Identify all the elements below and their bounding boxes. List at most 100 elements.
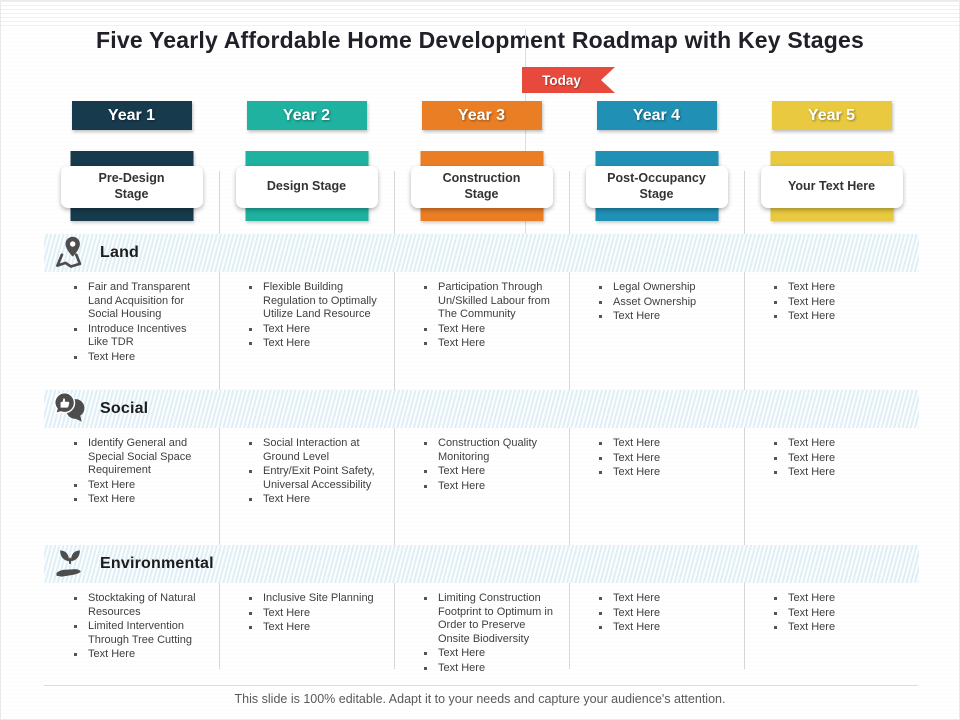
stage-card-4: Post-Occupancy Stage [585,166,728,208]
bullet-list: Fair and Transparent Land Acquisition fo… [72,281,205,364]
year-header-5: Year 5 [771,101,892,130]
bullet-item: Text Here [597,621,730,635]
stage-label-5: Your Text Here [787,179,876,194]
bullet-item: Text Here [597,310,730,324]
bullet-list: Inclusive Site Planning Text Here Text Her… [247,592,380,635]
stage-card-2: Design Stage [235,166,378,208]
bullet-item: Text Here [772,466,905,480]
year-column-1: Year 1 [44,101,219,130]
stage-unit-5: Your Text Here [744,151,919,221]
year-column-3: Year 3 [394,101,569,130]
today-marker-line [525,29,526,235]
map-pin-icon [52,235,92,271]
today-badge: Today [522,67,615,93]
stage-label-1: Pre-Design Stage [98,171,165,201]
row-content-social: Identify General and Special Social Spac… [44,437,919,508]
social-year3-bullets: Construction Quality Monitoring Text Here… [394,437,569,508]
bullet-item: Flexible Building Regulation to Optimall… [247,281,380,322]
years-row: Year 1 Year 2 Year 3 Year 4 Year 5 [44,101,919,130]
bullet-item: Text Here [72,479,205,493]
social-year2-bullets: Social Interaction at Ground Level Entry/… [219,437,394,508]
year-header-4: Year 4 [596,101,717,130]
stage-unit-3: Construction Stage [394,151,569,221]
bullet-item: Introduce Incentives Like TDR [72,323,205,350]
bullet-item: Text Here [597,452,730,466]
stage-card-3: Construction Stage [410,166,553,208]
bullet-list: Limiting Construction Footprint to Optim… [422,592,555,675]
bullet-item: Text Here [72,648,205,662]
bullet-list: Stocktaking of Natural Resources Limited … [72,592,205,662]
page-title: Five Yearly Affordable Home Development … [96,27,864,53]
social-year5-bullets: Text Here Text Here Text Here [744,437,919,508]
bullet-item: Text Here [422,647,555,661]
year-column-2: Year 2 [219,101,394,130]
bullet-item: Entry/Exit Point Safety, Universal Acces… [247,465,380,492]
year-header-2: Year 2 [246,101,367,130]
stages-row: Pre-Design Stage Design Stage Construction… [44,151,919,221]
bullet-item: Stocktaking of Natural Resources [72,592,205,619]
land-year3-bullets: Participation Through Un/Skilled Labour … [394,281,569,365]
bullet-item: Identify General and Special Social Spac… [72,437,205,478]
land-year2-bullets: Flexible Building Regulation to Optimall… [219,281,394,365]
bullet-item: Legal Ownership [597,281,730,295]
bullet-list: Construction Quality Monitoring Text Here… [422,437,555,493]
row-band-environmental: Environmental [44,545,919,583]
bullet-list: Text Here Text Here Text Here [597,437,730,480]
bullet-item: Construction Quality Monitoring [422,437,555,464]
row-label-environmental: Environmental [100,555,214,572]
bullet-item: Text Here [422,323,555,337]
bullet-item: Text Here [772,607,905,621]
bullet-item: Text Here [72,493,205,507]
bullet-list: Text Here Text Here Text Here [772,437,905,480]
bullet-item: Inclusive Site Planning [247,592,380,606]
bullet-list: Text Here Text Here Text Here [597,592,730,635]
stage-label-4: Post-Occupancy Stage [607,171,706,201]
stage-label-3: Construction Stage [442,171,521,201]
chat-thumbs-up-icon [52,391,92,427]
bullet-item: Text Here [422,662,555,676]
bullet-item: Text Here [597,607,730,621]
bullet-item: Text Here [247,323,380,337]
land-year1-bullets: Fair and Transparent Land Acquisition fo… [44,281,219,365]
land-year5-bullets: Text Here Text Here Text Here [744,281,919,365]
stage-unit-2: Design Stage [219,151,394,221]
bullet-item: Social Interaction at Ground Level [247,437,380,464]
row-band-land: Land [44,234,919,272]
row-content-land: Fair and Transparent Land Acquisition fo… [44,281,919,365]
bullet-item: Text Here [247,621,380,635]
social-year1-bullets: Identify General and Special Social Spac… [44,437,219,508]
bullet-item: Text Here [247,607,380,621]
bullet-item: Text Here [772,296,905,310]
stage-unit-4: Post-Occupancy Stage [569,151,744,221]
environmental-year4-bullets: Text Here Text Here Text Here [569,592,744,676]
bullet-item: Text Here [597,466,730,480]
stage-unit-1: Pre-Design Stage [44,151,219,221]
bullet-list: Participation Through Un/Skilled Labour … [422,281,555,351]
environmental-year2-bullets: Inclusive Site Planning Text Here Text Her… [219,592,394,676]
bullet-list: Identify General and Special Social Spac… [72,437,205,507]
bullet-list: Text Here Text Here Text Here [772,281,905,324]
bullet-item: Text Here [772,452,905,466]
bullet-list: Social Interaction at Ground Level Entry/… [247,437,380,507]
bullet-list: Legal Ownership Asset Ownership Text Here [597,281,730,324]
bullet-list: Text Here Text Here Text Here [772,592,905,635]
bullet-item: Text Here [772,310,905,324]
bullet-item: Participation Through Un/Skilled Labour … [422,281,555,322]
bullet-list: Flexible Building Regulation to Optimall… [247,281,380,351]
row-band-social: Social [44,390,919,428]
land-year4-bullets: Legal Ownership Asset Ownership Text Here [569,281,744,365]
year-header-3: Year 3 [421,101,542,130]
stage-card-1: Pre-Design Stage [60,166,203,208]
bullet-item: Text Here [247,337,380,351]
bullet-item: Text Here [422,465,555,479]
hand-plant-icon [52,546,92,582]
year-column-4: Year 4 [569,101,744,130]
row-label-social: Social [100,400,149,417]
bullet-item: Text Here [597,592,730,606]
year-header-1: Year 1 [71,101,192,130]
footer-divider [44,685,918,686]
row-content-environmental: Stocktaking of Natural Resources Limited … [44,592,919,676]
bullet-item: Fair and Transparent Land Acquisition fo… [72,281,205,322]
bullet-item: Limited Intervention Through Tree Cuttin… [72,620,205,647]
